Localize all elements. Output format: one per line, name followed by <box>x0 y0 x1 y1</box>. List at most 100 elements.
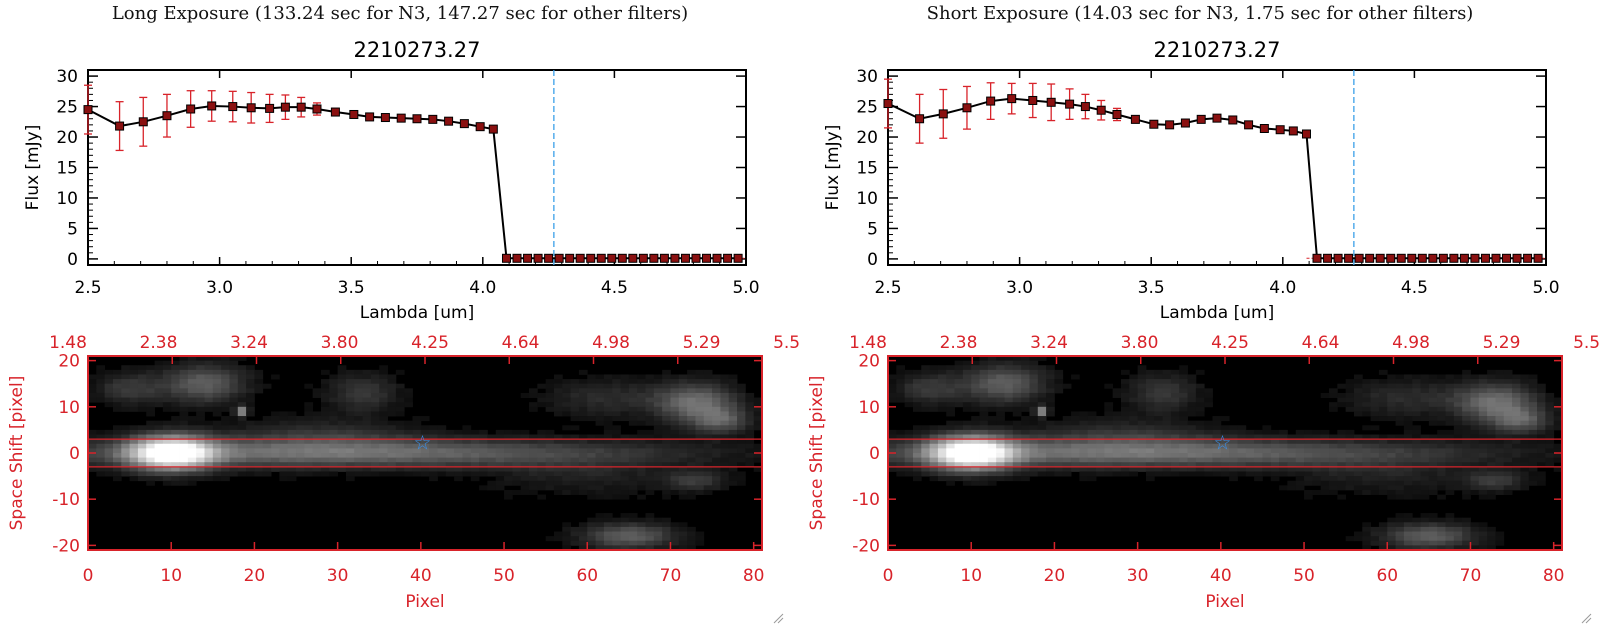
image-pixel <box>1062 429 1072 435</box>
image-pixel <box>612 540 621 546</box>
image-pixel <box>1012 434 1022 440</box>
image-pixel <box>628 489 638 495</box>
image-pixel <box>345 406 355 412</box>
image-pixel <box>603 485 613 491</box>
image-pixel <box>937 448 947 454</box>
image-pixel <box>1004 439 1014 445</box>
image-pixel <box>1029 379 1039 385</box>
image-pixel <box>1470 448 1480 454</box>
image-pixel <box>904 471 914 477</box>
image-pixel <box>279 420 289 426</box>
resize-grip-icon[interactable] <box>1580 612 1592 624</box>
image-pixel <box>1212 434 1222 440</box>
image-pixel <box>504 462 513 468</box>
image-pixel <box>1195 397 1205 403</box>
image-pixel <box>578 402 588 408</box>
image-pixel <box>662 522 671 528</box>
x-tick-label: 2.5 <box>74 278 101 298</box>
image-pixel <box>1195 425 1205 431</box>
image-pixel <box>1012 420 1022 426</box>
image-pixel <box>703 462 713 468</box>
image-pixel <box>1054 457 1064 463</box>
image-top-tick-label: 4.64 <box>502 333 540 353</box>
image-pixel <box>337 379 347 385</box>
image-pixel <box>179 448 189 454</box>
image-pixel <box>737 453 746 459</box>
image-pixel <box>896 434 906 440</box>
image-pixel <box>662 466 671 472</box>
image-pixel <box>121 453 131 459</box>
image-pixel <box>1062 420 1072 426</box>
image-pixel <box>946 397 955 403</box>
image-pixel <box>1395 462 1405 468</box>
image-pixel <box>553 448 563 454</box>
image-pixel <box>1428 443 1438 449</box>
image-pixel <box>737 388 746 394</box>
image-pixel <box>329 439 339 445</box>
image-pixel <box>1021 462 1030 468</box>
image-pixel <box>204 356 214 362</box>
image-pixel <box>687 540 696 546</box>
image-pixel <box>912 402 922 408</box>
image-pixel <box>1537 443 1546 449</box>
image-pixel <box>1537 434 1546 440</box>
image-pixel <box>1021 439 1030 445</box>
data-point <box>475 122 485 132</box>
image-pixel <box>996 388 1005 394</box>
image-pixel <box>1503 397 1513 403</box>
image-pixel <box>1104 402 1114 408</box>
image-pixel <box>687 485 696 491</box>
image-pixel <box>946 425 955 431</box>
image-pixel <box>921 402 931 408</box>
resize-grip-icon[interactable] <box>772 612 784 624</box>
image-pixel <box>603 531 613 537</box>
image-pixel <box>187 356 197 362</box>
image-pixel <box>1021 402 1030 408</box>
image-pixel <box>1478 374 1488 380</box>
image-pixel <box>703 392 713 398</box>
image-pixel <box>1037 439 1047 445</box>
image-pixel <box>745 402 755 408</box>
image-pixel <box>1528 411 1538 417</box>
image-pixel <box>1537 476 1546 482</box>
image-pixel <box>1495 374 1505 380</box>
image-pixel <box>1212 439 1222 445</box>
image-pixel <box>1545 402 1555 408</box>
image-y-tick-label: 20 <box>58 352 80 372</box>
image-pixel <box>146 471 155 477</box>
image-pixel <box>462 439 472 445</box>
image-pixel <box>1204 429 1213 435</box>
image-pixel <box>896 374 906 380</box>
image-pixel <box>653 392 663 398</box>
image-pixel <box>512 434 522 440</box>
image-pixel <box>345 476 355 482</box>
image-pixel <box>1512 466 1521 472</box>
image-pixel <box>1445 420 1455 426</box>
image-pixel <box>553 457 563 463</box>
image-pixel <box>1037 379 1047 385</box>
image-pixel <box>678 476 688 482</box>
image-pixel <box>329 397 339 403</box>
image-pixel <box>937 471 947 477</box>
image-pixel <box>1420 489 1430 495</box>
image-pixel <box>204 476 214 482</box>
image-pixel <box>562 526 572 532</box>
image-pixel <box>662 462 671 468</box>
image-pixel <box>1437 453 1446 459</box>
image-pixel <box>487 453 497 459</box>
image-pixel <box>703 439 713 445</box>
image-pixel <box>1537 462 1546 468</box>
image-pixel <box>1487 476 1496 482</box>
image-pixel <box>1312 434 1322 440</box>
image-pixel <box>1353 379 1363 385</box>
image-pixel <box>329 402 339 408</box>
image-pixel <box>1162 471 1172 477</box>
image-pixel <box>678 397 688 403</box>
image-pixel <box>678 420 688 426</box>
image-pixel <box>246 457 255 463</box>
image-pixel <box>104 462 114 468</box>
image-pixel <box>1312 439 1322 445</box>
image-pixel <box>512 453 522 459</box>
image-pixel <box>212 411 222 417</box>
image-y-tick-label: 10 <box>858 398 880 418</box>
